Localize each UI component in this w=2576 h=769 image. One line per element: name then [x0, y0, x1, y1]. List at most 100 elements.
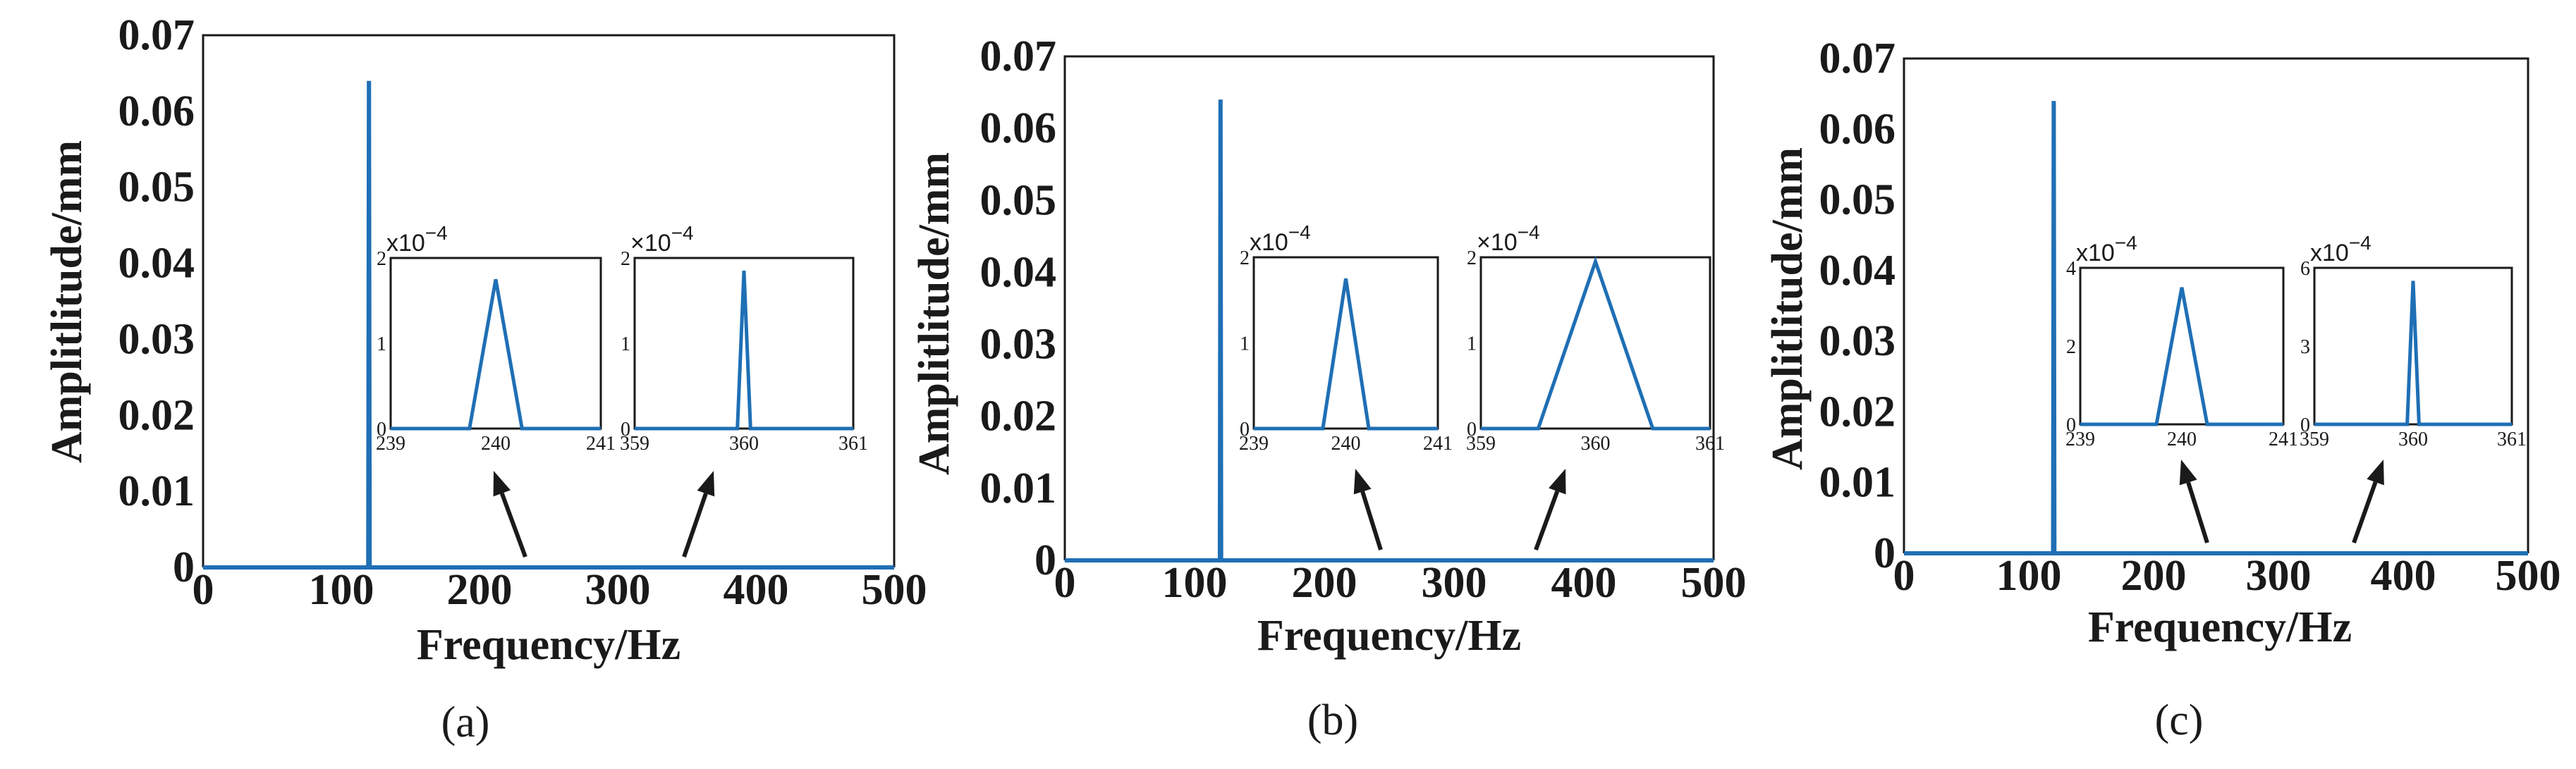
y-tick-label: 0.05: [980, 176, 1057, 224]
inset-chart: 359 360 361 0 1 2×10−4: [620, 222, 868, 455]
inset-x-tick-label: 240: [2167, 429, 2197, 450]
inset-y-tick-label: 0: [1240, 419, 1250, 441]
inset-y-tick-label: 2: [377, 248, 386, 270]
x-axis-title: Frequency/Hz: [1257, 612, 1521, 660]
inset-y-tick-label: 2: [1240, 247, 1250, 269]
series-line: [1904, 101, 2528, 555]
panel-label: (b): [1307, 696, 1358, 744]
plot-frame: [1903, 57, 2529, 553]
x-tick-label: 300: [585, 566, 651, 614]
inset-y-tick-label: 0: [1467, 419, 1477, 441]
arrow-line: [682, 493, 708, 558]
x-tick-label: 400: [2371, 552, 2436, 600]
inset-y-tick-label: 2: [2066, 336, 2076, 358]
y-tick-label: 0.04: [980, 248, 1057, 296]
inset-exponent-label: ×10−4: [1477, 221, 1540, 256]
x-tick-label: 200: [2121, 552, 2187, 600]
inset-series-line: [1254, 278, 1438, 431]
y-tick-label: 0: [173, 543, 195, 591]
inset-chart: 359 360 361 0 1 2×10−4: [1466, 221, 1725, 455]
inset-series-line: [2080, 287, 2283, 426]
arrow-line: [1360, 491, 1383, 550]
inset-series-line: [635, 270, 853, 431]
inset-x-tick-label: 359: [2300, 429, 2329, 450]
x-tick-label: 100: [1162, 559, 1228, 607]
inset-y-tick-label: 0: [621, 419, 630, 441]
y-tick-label: 0.05: [1819, 176, 1896, 224]
inset-exponent-label: x10−4: [2310, 232, 2371, 266]
panel-label: (a): [441, 699, 490, 746]
x-tick-label: 0: [1893, 552, 1915, 600]
x-tick-label: 300: [2246, 552, 2312, 600]
inset-y-tick-label: 1: [621, 333, 630, 355]
inset-x-tick-label: 360: [729, 433, 759, 455]
plot-frame: [1063, 55, 1715, 560]
y-tick-label: 0.03: [118, 315, 195, 363]
arrow-line: [499, 492, 527, 558]
inset-y-tick-label: 0: [2300, 414, 2310, 436]
x-tick-label: 100: [309, 566, 374, 614]
x-tick-label: 0: [1054, 559, 1076, 607]
y-tick-label: 0.06: [118, 87, 195, 135]
y-tick-label: 0.02: [118, 391, 195, 439]
y-tick-label: 0.01: [1819, 459, 1896, 507]
y-tick-label: 0.07: [980, 32, 1057, 80]
x-tick-label: 300: [1422, 559, 1487, 607]
x-tick-label: 0: [193, 566, 214, 614]
inset-y-tick-label: 6: [2300, 258, 2310, 280]
inset-x-tick-label: 359: [1466, 433, 1496, 455]
y-axis-title: Amplitlitude/mm: [43, 140, 91, 463]
inset-y-tick-label: 3: [2300, 336, 2310, 358]
plot-frame: [202, 34, 896, 567]
x-tick-label: 500: [2496, 552, 2561, 600]
inset-x-tick-label: 360: [2398, 429, 2428, 450]
arrow-line: [2186, 481, 2209, 543]
x-tick-label: 500: [862, 566, 927, 614]
inset-y-tick-label: 4: [2066, 258, 2076, 280]
series-line: [1065, 99, 1714, 562]
x-axis-title: Frequency/Hz: [2088, 603, 2352, 651]
inset-y-tick-label: 0: [2066, 414, 2076, 436]
chart-panel: 00.010.020.030.040.050.060.070 100 200 300 4…: [43, 11, 927, 746]
arrow-head: [2179, 460, 2197, 486]
inset-series-line: [1481, 256, 1710, 431]
inset-x-tick-label: 361: [2497, 429, 2527, 450]
inset-exponent-label: x10−4: [2076, 232, 2137, 266]
inset-x-tick-label: 359: [620, 433, 649, 455]
arrow-head: [1353, 469, 1372, 495]
y-tick-label: 0.03: [980, 321, 1057, 369]
chart-panel: 00.010.020.030.040.050.060.070 100 200 300 4…: [910, 32, 1747, 744]
arrow-head: [697, 471, 715, 497]
y-axis-title: Amplitlitude/mm: [1764, 147, 1812, 470]
y-tick-label: 0.04: [118, 240, 195, 288]
inset-y-tick-label: 1: [377, 333, 386, 355]
inset-x-tick-label: 241: [2269, 429, 2298, 450]
y-tick-label: 0.06: [980, 104, 1057, 152]
y-tick-label: 0.01: [980, 465, 1057, 512]
inset-exponent-label: x10−4: [1250, 221, 1311, 256]
inset-exponent-label: ×10−4: [630, 222, 694, 257]
y-tick-label: 0.02: [1819, 388, 1896, 436]
y-tick-label: 0.02: [980, 393, 1057, 441]
y-tick-label: 0: [1874, 529, 1896, 577]
x-tick-label: 200: [1292, 559, 1357, 607]
inset-y-tick-label: 1: [1240, 333, 1250, 355]
inset-x-tick-label: 360: [1581, 433, 1611, 455]
inset-x-tick-label: 361: [838, 433, 868, 455]
inset-x-tick-label: 241: [1423, 433, 1453, 455]
inset-y-tick-label: 2: [1467, 247, 1477, 269]
series-line: [203, 80, 894, 570]
inset-x-tick-label: 240: [481, 433, 511, 455]
inset-exponent-label: x10−4: [386, 222, 448, 257]
x-tick-label: 500: [1681, 559, 1747, 607]
arrow-head: [493, 471, 511, 497]
y-axis-title: Amplitlitude/mm: [910, 152, 958, 475]
y-tick-label: 0: [1034, 536, 1056, 584]
arrow-line: [2352, 481, 2378, 544]
y-tick-label: 0.03: [1819, 317, 1896, 365]
arrow-head: [2367, 460, 2384, 486]
inset-series-line: [2314, 281, 2512, 426]
